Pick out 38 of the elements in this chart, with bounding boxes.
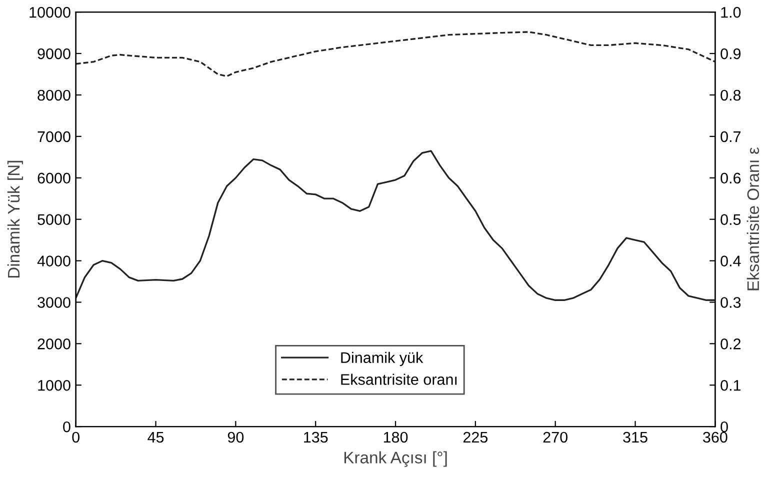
y2-tick-label: 0.9 bbox=[720, 48, 741, 60]
line-series bbox=[76, 31, 716, 78]
y-tick-label: 5000 bbox=[38, 214, 70, 225]
y-tick-label: 4000 bbox=[37, 256, 70, 266]
y-tick-label: 2000 bbox=[38, 338, 70, 350]
y2-tick-label: 0.5 bbox=[720, 214, 741, 225]
legend-label: Eksantrisite oranı bbox=[341, 374, 457, 385]
x-tick-label: 225 bbox=[463, 432, 488, 443]
line-series bbox=[76, 150, 716, 301]
x-tick-label: 45 bbox=[148, 432, 164, 443]
y2-tick-label: 0.1 bbox=[720, 380, 741, 391]
x-tick-label: 270 bbox=[543, 432, 568, 443]
y-tick-label: 7000 bbox=[38, 131, 70, 142]
x-tick-label: 360 bbox=[703, 432, 728, 443]
y2-tick-label: 1.0 bbox=[721, 6, 741, 18]
y2-tick-label: 0 bbox=[720, 421, 728, 432]
y-tick-label: 10000 bbox=[30, 6, 70, 18]
y-tick-label: 0 bbox=[63, 421, 70, 432]
x-tick-label: 135 bbox=[304, 432, 328, 443]
legend-label: Dinamik yük bbox=[341, 352, 424, 366]
y-tick-label: 1000 bbox=[38, 380, 70, 391]
y2-tick-label: 0.4 bbox=[720, 256, 741, 266]
y2-tick-label: 0.6 bbox=[720, 172, 741, 184]
x-tick-label: 0 bbox=[72, 432, 80, 443]
x-tick-label: 315 bbox=[623, 432, 648, 443]
y2-tick-label: 0.3 bbox=[720, 297, 741, 308]
y2-tick-label: 0.7 bbox=[720, 131, 741, 142]
x-tick-label: 90 bbox=[228, 432, 244, 443]
y-tick-label: 3000 bbox=[38, 297, 70, 308]
y-tick-label: 9000 bbox=[38, 48, 70, 60]
x-axis-title: Krank Açısı [°] bbox=[344, 451, 447, 467]
y2-tick-label: 0.2 bbox=[720, 338, 741, 350]
y-axis-title: Dinamik Yük [N] bbox=[7, 160, 23, 278]
y2-tick-label: 0.8 bbox=[720, 90, 741, 101]
y2-axis-title: Eksantrisite Oranı ε bbox=[746, 147, 760, 290]
y-tick-label: 6000 bbox=[38, 172, 70, 184]
y-tick-label: 8000 bbox=[38, 90, 70, 101]
x-tick-label: 180 bbox=[384, 432, 408, 443]
